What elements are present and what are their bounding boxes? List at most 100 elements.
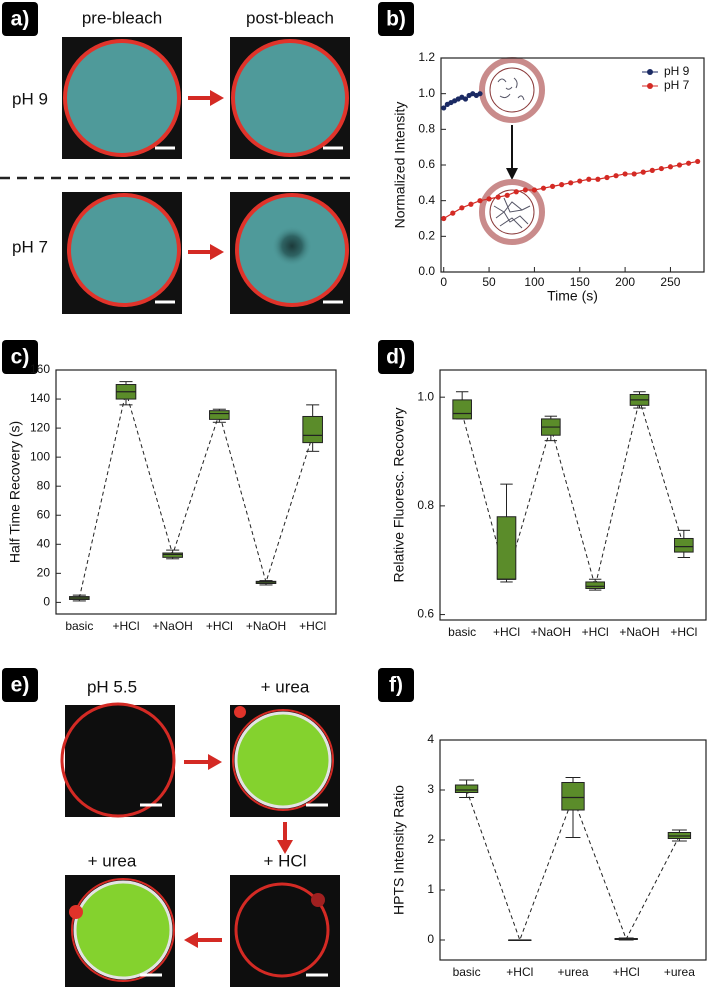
x-tick-label: +urea [557,965,588,979]
y-tick-label: 100 [30,449,50,463]
data-point [631,171,637,177]
data-point [577,178,583,184]
data-point [658,165,664,172]
data-point [522,187,528,193]
y-tick-label: 0.8 [418,122,435,136]
data-point [486,196,492,202]
data-point [459,205,465,211]
data-point [604,174,610,181]
x-tick-label: +HCl [206,619,233,633]
plot-frame [55,369,337,615]
y-tick-label: 60 [37,507,51,521]
panel-label: d) [386,346,406,369]
panel-e-images: pH 5.5 + urea + HCl + urea [60,677,340,987]
legend-label: pH 9 [664,64,690,78]
x-tick-label: 200 [615,275,635,289]
median-link [461,397,685,587]
data-point [441,105,447,111]
data-point [504,192,510,198]
x-tick-label: 0 [440,275,447,289]
x-tick-label: +NaOH [152,619,192,633]
panel-a-images: pre-bleach post-bleach pH 9 pH 7 [0,8,357,314]
box [585,581,605,589]
x-tick-label: basic [448,625,476,639]
box [496,516,517,580]
image-label: + urea [261,677,310,696]
x-tick-label: +HCl [613,965,640,979]
y-axis-label: Half Time Recovery (s) [7,421,23,563]
data-point [613,173,619,179]
data-point [667,164,674,170]
y-tick-label: 1.2 [418,50,435,64]
x-tick-label: +NaOH [531,625,571,639]
y-axis-label: Normalized Intensity [392,102,408,229]
image-label: + HCl [264,851,307,870]
x-tick-label: +HCl [112,619,139,633]
y-tick-label: 20 [37,566,51,580]
y-tick-label: 0.4 [418,193,435,207]
x-tick-label: 100 [524,275,544,289]
image-label: pH 5.5 [87,677,137,696]
data-point [441,215,447,222]
x-tick-label: +HCl [493,625,520,639]
data-point [568,180,574,186]
box [674,537,694,553]
image-label: post-bleach [246,8,334,27]
panel-label: f) [389,674,403,697]
x-tick-label: +NaOH [246,619,286,633]
x-tick-label: +HCl [670,625,697,639]
data-point [468,201,474,207]
box [162,552,183,558]
image-label: pH 7 [12,237,48,256]
y-axis-label: Relative Fluoresc. Recovery [391,407,407,582]
image-label: pH 9 [12,89,48,108]
image-label: pre-bleach [82,8,162,27]
panel-label: e) [11,674,30,697]
box [561,782,585,811]
data-point [549,183,556,189]
y-tick-label: 160 [30,362,50,376]
data-point [477,198,483,204]
data-point [462,96,469,102]
box [302,415,323,444]
x-tick-label: +HCl [582,625,609,639]
plot-frame [439,739,707,961]
data-point [495,194,501,200]
x-tick-label: 250 [660,275,680,289]
data-point [477,91,483,97]
panel-b-insets [479,57,545,245]
panel-label: b) [386,8,406,31]
plot-frame [439,369,707,621]
image-label: + urea [88,851,137,870]
legend-label: pH 7 [664,78,690,92]
data-point [513,189,519,195]
data-point [450,210,456,216]
x-tick-label: 50 [482,275,496,289]
data-point [640,169,646,175]
x-tick-label: +HCl [506,965,533,979]
data-point [695,158,701,165]
x-tick-label: +HCl [299,619,326,633]
data-point [622,171,628,177]
x-tick-label: basic [453,965,481,979]
y-tick-label: 40 [37,536,51,550]
data-point [540,185,547,191]
legend-marker [647,83,653,89]
data-point [586,176,592,182]
y-tick-label: 80 [37,478,51,492]
y-axis-label: HPTS Intensity Ratio [391,785,407,915]
panel-label: a) [11,8,30,31]
y-tick-label: 2 [427,832,434,846]
data-point [595,176,601,182]
y-tick-label: 4 [427,732,434,746]
y-tick-label: 0.6 [418,157,435,171]
y-tick-label: 0.8 [417,498,434,512]
data-point [685,160,692,166]
x-tick-label: basic [65,619,93,633]
y-tick-label: 120 [30,420,50,434]
y-tick-label: 0.0 [418,264,435,278]
y-tick-label: 0 [43,595,50,609]
median-link [78,391,314,599]
y-tick-label: 3 [427,782,434,796]
